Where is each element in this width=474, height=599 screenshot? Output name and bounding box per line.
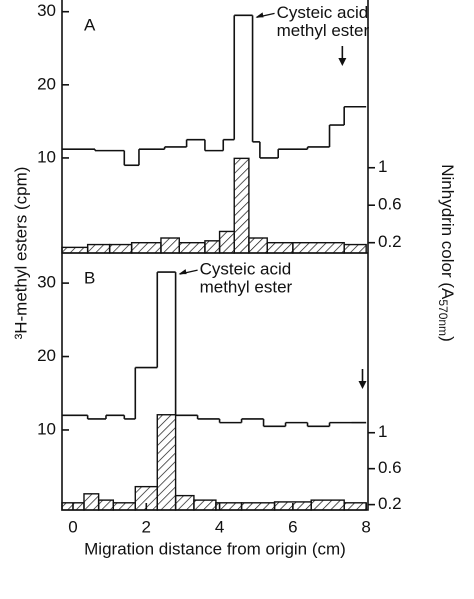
y-tick-label: 20 [37,346,56,365]
hatched-bar [130,241,162,254]
y2-label-sub: 570nm [436,299,450,336]
hatched-bar [343,502,367,511]
hatched-bar [61,246,89,254]
hatched-bar [174,494,195,511]
frame [61,0,369,511]
hatched-bar [218,230,235,254]
y-tick-label: 20 [37,74,56,93]
y2-axis-label: Ninhydrin color (A570nm) [436,164,457,341]
hatched-bar [343,243,367,254]
hatched-bar [233,157,250,254]
hatched-bar [134,485,158,511]
x-axis-label: Migration distance from origin (cm) [84,539,346,558]
y-tick-label: 30 [37,1,56,20]
hatched-bar [310,499,345,511]
x-tick-label: 6 [288,517,297,536]
annotation: methyl ester [200,278,293,297]
y-tick-label: 30 [37,273,56,292]
y-tick-label: 10 [37,419,56,438]
hatched-bar [204,240,221,254]
hatched-bar [97,499,115,511]
hatched-bar [178,241,206,254]
hatched-bar [112,502,136,511]
y2-tick-label: 1 [378,157,387,176]
hatched-bar [86,243,111,254]
y2-tick-label: 1 [378,422,387,441]
annotation: methyl ester [277,21,370,40]
hatched-bar [266,241,294,254]
x-tick-label: 4 [215,517,224,536]
annotation-arrowhead [178,269,187,275]
x-tick-label: 8 [361,517,370,536]
panel-label: B [84,268,95,287]
y2-tick-label: 0.6 [378,458,402,477]
marker-arrowhead [338,58,347,66]
hatched-bar [240,502,276,511]
x-tick-label: 2 [142,517,151,536]
annotation: Cysteic acid [277,3,369,22]
x-tick-label: 0 [68,517,77,536]
hatched-bar [193,499,217,511]
y-tick-label: 10 [37,147,56,166]
hatched-bar [292,241,345,254]
y2-tick-label: 0.2 [378,232,402,251]
hatched-bar [215,502,243,511]
y2-tick-label: 0.2 [378,494,402,513]
annotation-arrowhead [255,12,264,18]
panel-label: A [84,15,96,34]
marker-arrowhead [358,381,367,389]
hatched-bar [160,237,180,254]
y2-tick-label: 0.6 [378,195,402,214]
hatched-bar [108,243,133,254]
y2-label-end: ) [438,336,457,342]
hatched-bar [273,501,312,511]
y-axis-label: ³H-methyl esters (cpm) [11,167,30,340]
hatched-bar [156,414,177,511]
y2-label-main: Ninhydrin color (A [438,164,457,300]
hatched-bar [61,502,85,511]
hatched-bar [248,237,268,254]
annotation: Cysteic acid [200,260,292,279]
hatched-bar [83,493,100,511]
